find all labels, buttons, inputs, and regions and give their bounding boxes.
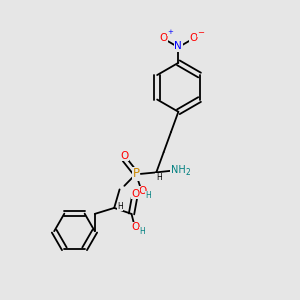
Text: O: O	[159, 33, 167, 43]
Text: +: +	[168, 29, 173, 35]
Text: O: O	[120, 151, 128, 161]
Text: H: H	[139, 227, 145, 236]
Text: O: O	[131, 189, 140, 199]
Text: O: O	[138, 186, 146, 196]
Text: H: H	[117, 202, 123, 211]
Text: N: N	[175, 41, 182, 51]
Text: 2: 2	[186, 168, 190, 177]
Text: H: H	[145, 191, 151, 200]
Text: H: H	[156, 173, 162, 182]
Text: O: O	[190, 33, 198, 43]
Text: NH: NH	[171, 165, 185, 175]
Text: O: O	[131, 222, 140, 232]
Text: P: P	[133, 167, 140, 180]
Text: −: −	[198, 28, 205, 37]
